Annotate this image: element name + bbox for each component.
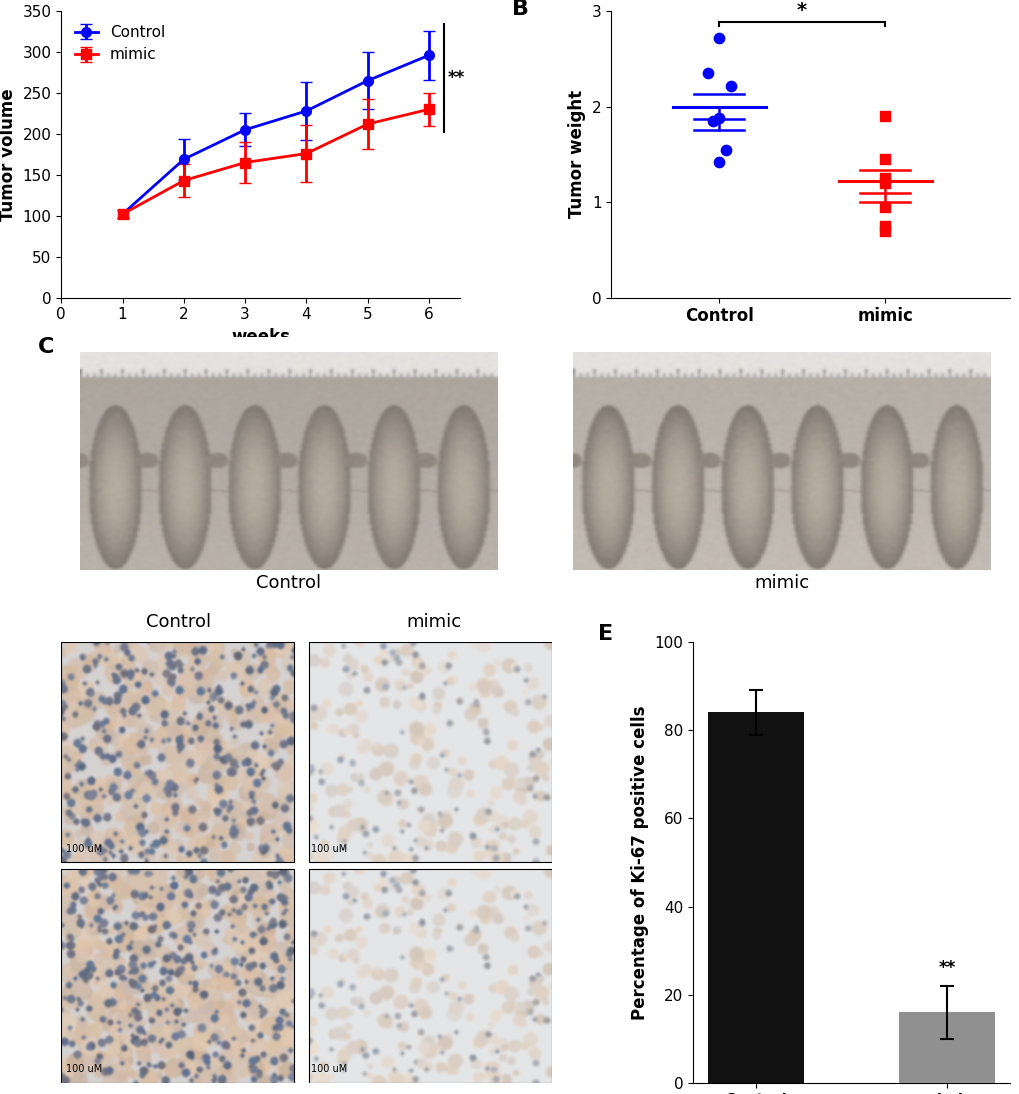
Point [717,141,734,159]
Point [876,198,893,216]
Text: B: B [512,0,528,20]
Point [876,170,893,187]
Y-axis label: Tumor weight: Tumor weight [568,91,586,219]
Text: 100 uM: 100 uM [311,1064,347,1074]
Bar [61,869,294,1083]
Bar [707,712,803,1083]
Bar [899,1012,995,1083]
Point [876,222,893,240]
Text: mimic: mimic [754,573,809,592]
Point [721,77,738,94]
Bar [309,642,551,862]
Point [876,107,893,125]
Text: mimic: mimic [407,613,462,631]
Text: 100 uM: 100 uM [66,1064,102,1074]
Text: 100 uM: 100 uM [66,843,102,853]
Legend: Control, mimic: Control, mimic [68,19,171,69]
Point [710,153,727,171]
Text: Control: Control [147,613,211,631]
Y-axis label: Percentage of Ki-67 positive cells: Percentage of Ki-67 positive cells [631,706,648,1020]
Bar [309,869,551,1083]
Point [876,218,893,235]
Text: Control: Control [256,573,321,592]
Text: **: ** [937,959,955,977]
Point [710,109,727,127]
Point [704,112,720,129]
Text: C: C [38,337,54,358]
Point [699,65,715,82]
Text: 100 uM: 100 uM [311,843,347,853]
X-axis label: weeks: weeks [230,328,289,346]
Point [876,150,893,167]
Y-axis label: Tumor volume: Tumor volume [0,88,17,221]
Bar [61,642,294,862]
Text: *: * [797,1,806,21]
Text: **: ** [447,69,465,88]
Text: E: E [597,625,612,644]
Point [876,174,893,191]
Point [710,28,727,46]
